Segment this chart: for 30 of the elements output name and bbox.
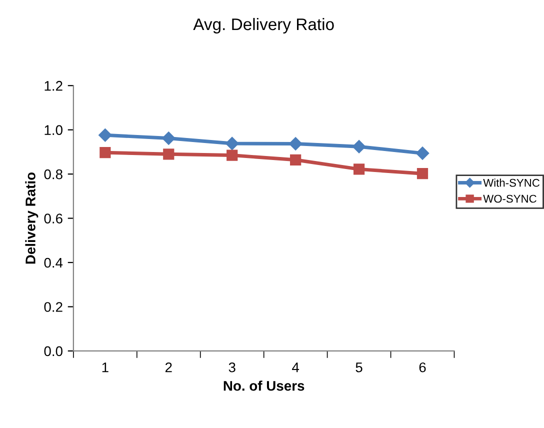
point bbox=[163, 148, 174, 160]
x-tick-label: 6 bbox=[419, 362, 426, 372]
y-tick-label: 0.8 bbox=[44, 169, 62, 180]
x-tick-label: 4 bbox=[292, 362, 300, 372]
point bbox=[416, 168, 428, 180]
point bbox=[353, 164, 365, 175]
point bbox=[100, 147, 111, 158]
point bbox=[290, 154, 302, 166]
legend-label: WO-SYNC bbox=[483, 194, 536, 203]
point bbox=[162, 132, 176, 145]
text: 0.0 bbox=[44, 346, 62, 356]
point bbox=[226, 150, 238, 161]
x-tick-label: 2 bbox=[165, 362, 172, 372]
y-tick-label: 1.2 bbox=[44, 80, 62, 91]
legend-label: With-SYNC bbox=[483, 178, 540, 187]
point bbox=[98, 128, 112, 142]
x-tick-label: 1 bbox=[102, 362, 108, 372]
point bbox=[288, 137, 302, 150]
y-tick-label: 0.4 bbox=[44, 258, 63, 268]
y-axis-title: Delivery Ratio bbox=[25, 172, 38, 264]
y-tick-label: 0.6 bbox=[44, 214, 62, 224]
point bbox=[416, 146, 430, 160]
y-tick-label: 0.2 bbox=[44, 302, 62, 312]
chart-title: Avg. Delivery Ratio bbox=[193, 18, 334, 34]
x-tick-label: 5 bbox=[356, 362, 362, 372]
point bbox=[352, 140, 366, 154]
text: 1.0 bbox=[44, 125, 62, 135]
x-axis-title: No. of Users bbox=[224, 380, 304, 391]
x-tick-label: 3 bbox=[228, 362, 236, 372]
point bbox=[226, 136, 239, 150]
